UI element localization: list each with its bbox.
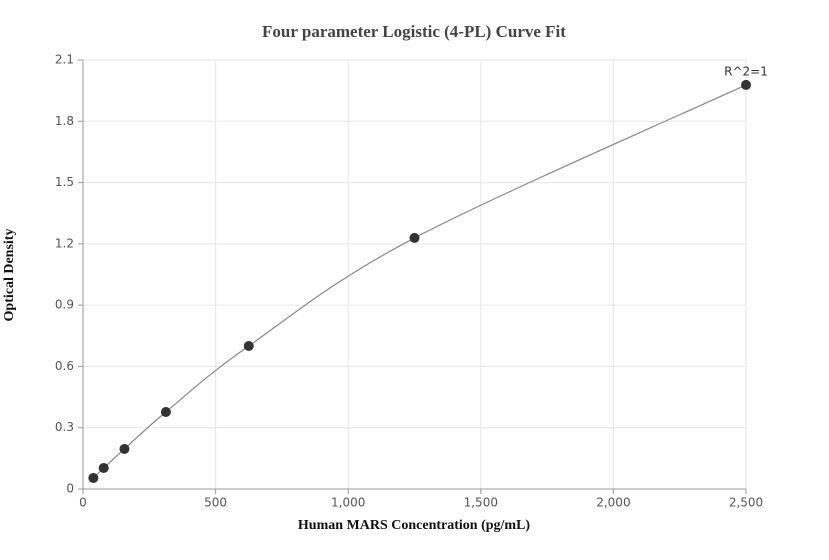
- y-tick-label: 0.3: [55, 420, 74, 434]
- data-point: [409, 232, 420, 243]
- fit-curve: [92, 84, 747, 479]
- y-axis-label: Optical Density: [2, 229, 17, 322]
- data-point: [160, 406, 171, 417]
- y-tick-label: 0: [66, 482, 74, 496]
- x-tick-label: 1,000: [331, 496, 365, 510]
- x-tick-label: 2,000: [596, 496, 630, 510]
- data-point: [119, 443, 130, 454]
- y-tick-label: 0.6: [55, 359, 74, 373]
- x-tick-label: 0: [79, 496, 87, 510]
- y-tick-label: 2.1: [55, 53, 74, 67]
- data-point: [243, 341, 254, 351]
- data-point: [741, 79, 751, 90]
- data-point: [98, 462, 109, 473]
- x-tick-label: 2,500: [729, 496, 763, 510]
- x-axis-label: Human MARS Concentration (pg/mL): [298, 518, 531, 533]
- y-tick-label: 0.9: [55, 298, 74, 312]
- x-tick-label: 500: [204, 496, 227, 510]
- x-tick-label: 1,500: [464, 496, 498, 510]
- y-tick-label: 1.8: [55, 114, 74, 128]
- y-tick-label: 1.2: [55, 236, 74, 250]
- chart-title: Four parameter Logistic (4-PL) Curve Fit: [262, 22, 566, 41]
- annotation: R^2=1: [724, 64, 768, 78]
- y-tick-label: 1.5: [55, 175, 74, 189]
- data-point: [88, 472, 99, 483]
